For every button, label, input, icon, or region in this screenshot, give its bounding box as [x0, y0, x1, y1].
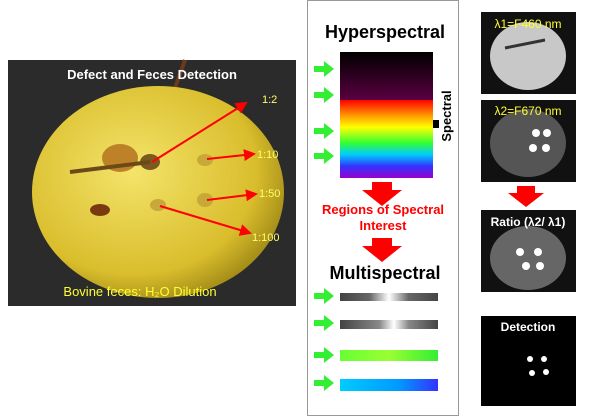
apple-photo: [8, 59, 296, 306]
photo-caption: Bovine feces: H₂O Dilution: [63, 284, 216, 299]
multispectral-title: Multispectral: [329, 263, 440, 283]
dilution-label: 1:100: [252, 232, 280, 244]
axis-label: Spectral: [439, 90, 454, 141]
hyperspectral-title: Hyperspectral: [325, 22, 445, 42]
spectral-panel: [307, 0, 459, 416]
image-label: λ1=F460 nm: [494, 17, 561, 31]
regions-box: Regions of Spectral Interest: [321, 202, 445, 233]
dilution-label: 1:2: [262, 94, 277, 106]
image-label: Detection: [501, 320, 556, 334]
photo-title: Defect and Feces Detection: [67, 67, 237, 82]
result-images: [481, 12, 576, 406]
image-label: λ2=F670 nm: [494, 104, 561, 118]
regions-label: Regions of Spectral Interest: [321, 202, 445, 233]
image-label: Ratio (λ2/ λ1): [491, 215, 566, 229]
dilution-label: 1:50: [259, 188, 280, 200]
dilution-label: 1:10: [257, 149, 278, 161]
